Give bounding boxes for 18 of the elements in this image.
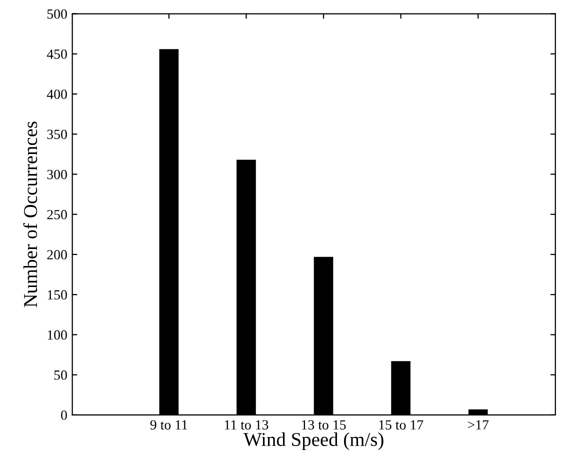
y-tick-label: 200 bbox=[47, 250, 67, 260]
y-tick-label: 300 bbox=[47, 170, 67, 180]
x-tick-label: 11 to 13 bbox=[224, 420, 268, 430]
y-tick-label: 400 bbox=[46, 90, 67, 99]
y-tick-label: 450 bbox=[46, 49, 67, 59]
y-tick-label: 50 bbox=[54, 370, 67, 380]
y-axis-title: Number of Occurrences bbox=[23, 122, 38, 308]
y-tick-label: 350 bbox=[47, 130, 67, 140]
y-tick-label: 100 bbox=[48, 330, 67, 340]
x-tick-label: >17 bbox=[468, 420, 489, 430]
x-tick-label: 13 to 15 bbox=[302, 420, 346, 430]
y-tick-label: 0 bbox=[61, 410, 67, 420]
x-tick-label: 15 to 17 bbox=[379, 420, 424, 430]
y-tick-label: 250 bbox=[47, 210, 67, 220]
x-tick-label: 9 to 11 bbox=[150, 420, 188, 430]
y-tick-label: 150 bbox=[48, 290, 67, 300]
x-axis-title: Wind Speed (m/s) bbox=[244, 432, 384, 450]
y-tick-label: 500 bbox=[47, 9, 67, 19]
